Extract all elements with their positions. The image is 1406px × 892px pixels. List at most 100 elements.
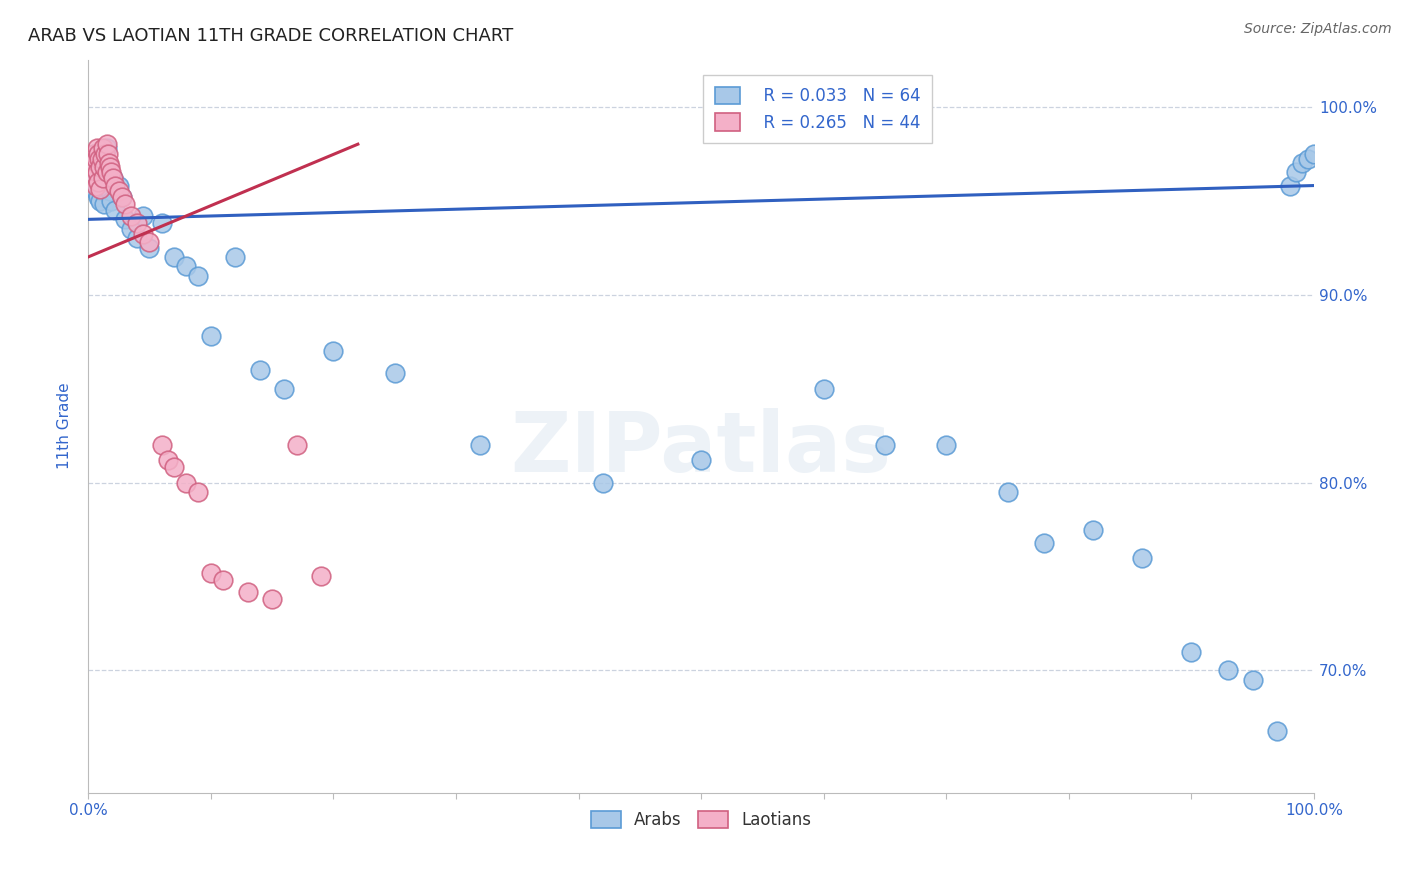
Point [84,152,107,166]
Point [150,216,173,230]
Legend: Arabs, Laotians: Arabs, Laotians [583,804,818,836]
Point [87,190,110,204]
Point [91,141,114,155]
Point [285,438,308,452]
Point [93,197,115,211]
Point [96,141,118,155]
Point [86,141,108,155]
Point [98,175,121,189]
Point [101,171,124,186]
Point [592,475,614,490]
Point [1083,523,1105,537]
Point [104,202,127,217]
Point [96,165,118,179]
Point [132,209,155,223]
Point [1285,165,1308,179]
Point [114,212,136,227]
Point [150,438,173,452]
Point [84,184,107,198]
Point [91,152,114,166]
Point [935,438,957,452]
Point [93,160,115,174]
Point [249,363,271,377]
Point [80,156,103,170]
Point [212,574,235,588]
Point [690,453,713,467]
Point [200,329,222,343]
Point [89,146,111,161]
Point [187,268,209,283]
Point [174,260,197,274]
Point [200,566,222,580]
Point [83,175,105,189]
Point [1033,535,1056,549]
Point [163,460,186,475]
Point [813,382,835,396]
Point [1296,152,1319,166]
Point [224,250,246,264]
Point [86,178,108,193]
Point [91,171,114,186]
Point [98,156,121,170]
Text: ZIPatlas: ZIPatlas [510,408,891,489]
Text: ARAB VS LAOTIAN 11TH GRADE CORRELATION CHART: ARAB VS LAOTIAN 11TH GRADE CORRELATION C… [28,27,513,45]
Point [132,227,155,242]
Point [98,184,121,198]
Point [87,175,110,189]
Point [156,453,179,467]
Point [127,231,149,245]
Y-axis label: 11th Grade: 11th Grade [58,383,72,469]
Point [84,178,107,193]
Point [89,152,111,166]
Point [322,343,344,358]
Point [138,241,160,255]
Point [107,184,129,198]
Point [873,438,896,452]
Text: Source: ZipAtlas.com: Source: ZipAtlas.com [1244,22,1392,37]
Point [104,178,127,193]
Point [138,235,160,249]
Point [93,160,115,174]
Point [1241,673,1264,687]
Point [127,216,149,230]
Point [1132,550,1154,565]
Point [83,146,105,161]
Point [114,197,136,211]
Point [96,137,118,152]
Point [89,175,111,189]
Point [1218,664,1240,678]
Point [384,367,406,381]
Point [120,209,142,223]
Point [86,165,108,179]
Point [97,165,120,179]
Point [1278,178,1301,193]
Point [101,171,124,186]
Point [87,160,110,174]
Point [98,160,121,174]
Point [89,194,111,208]
Point [89,160,111,174]
Point [997,484,1019,499]
Point [1291,156,1313,170]
Point [174,475,197,490]
Point [187,484,209,499]
Point [94,171,117,186]
Point [91,184,114,198]
Point [82,160,104,174]
Point [260,592,283,607]
Point [470,438,492,452]
Point [163,250,186,264]
Point [100,194,122,208]
Point [120,221,142,235]
Point [87,146,110,161]
Point [100,165,122,179]
Point [1303,146,1326,161]
Point [90,165,112,179]
Point [1180,645,1202,659]
Point [84,156,107,170]
Point [236,584,259,599]
Point [309,569,332,583]
Point [80,160,103,174]
Point [90,152,112,166]
Point [83,146,105,161]
